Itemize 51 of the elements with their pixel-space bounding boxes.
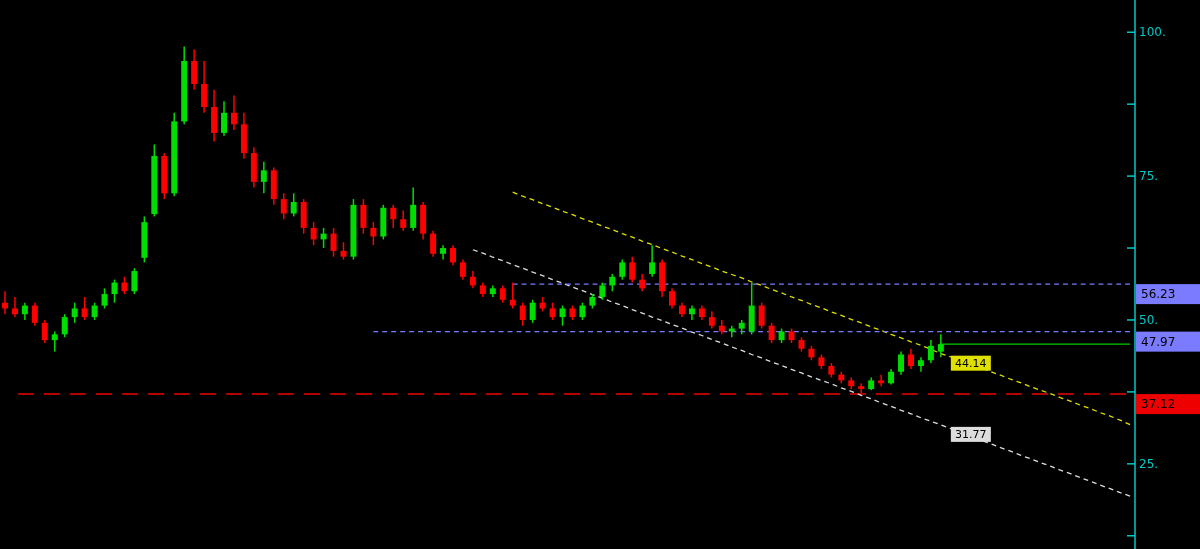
candlestick (519, 301, 526, 327)
candlestick (260, 160, 267, 195)
candlestick (230, 94, 237, 131)
y-tick-label: 100. (1139, 25, 1166, 40)
candlestick (290, 192, 297, 218)
candlestick (390, 204, 397, 229)
candlestick (559, 304, 566, 327)
candlestick (31, 301, 38, 327)
y-tick-label: 75. (1139, 169, 1159, 184)
candlestick (221, 100, 227, 137)
candlestick (768, 322, 775, 344)
candlestick (360, 198, 367, 235)
y-tick-label: 25. (1139, 457, 1159, 472)
candlestick (459, 258, 466, 281)
candlestick (51, 330, 58, 353)
line-series (512, 191, 1131, 426)
candlestick (410, 186, 417, 232)
candlestick (908, 347, 914, 370)
candlestick (280, 192, 287, 220)
candlestick (509, 281, 516, 310)
candlestick (937, 333, 944, 359)
ref-line-label: 37.12 (1141, 397, 1176, 412)
candlestick (101, 287, 108, 310)
candlestick (669, 287, 676, 310)
data-label: 47.97 (1141, 334, 1176, 349)
candlestick (71, 301, 78, 324)
data-label: 56.23 (1141, 287, 1176, 302)
candlestick (430, 230, 437, 258)
candlestick (131, 267, 138, 295)
candlestick (898, 350, 905, 376)
candlestick (619, 258, 626, 281)
candlestick (191, 48, 198, 91)
candlestick (927, 339, 934, 364)
y-tick-label: 50. (1139, 313, 1159, 328)
candlestick (878, 373, 885, 387)
candlestick (649, 244, 656, 278)
candlestick (400, 209, 407, 232)
candlestick (330, 227, 337, 258)
line-series (472, 249, 1131, 497)
candlestick (450, 244, 456, 267)
candlestick (370, 221, 377, 246)
candlestick (310, 221, 317, 246)
candlestick (858, 382, 865, 395)
candlestick (201, 60, 208, 114)
candlestick (529, 299, 536, 324)
candlestick (11, 296, 18, 318)
candlestick (758, 301, 765, 330)
candlestick (61, 313, 68, 338)
candlestick (81, 296, 88, 321)
candlestick (41, 319, 48, 344)
candlestick (629, 255, 636, 284)
